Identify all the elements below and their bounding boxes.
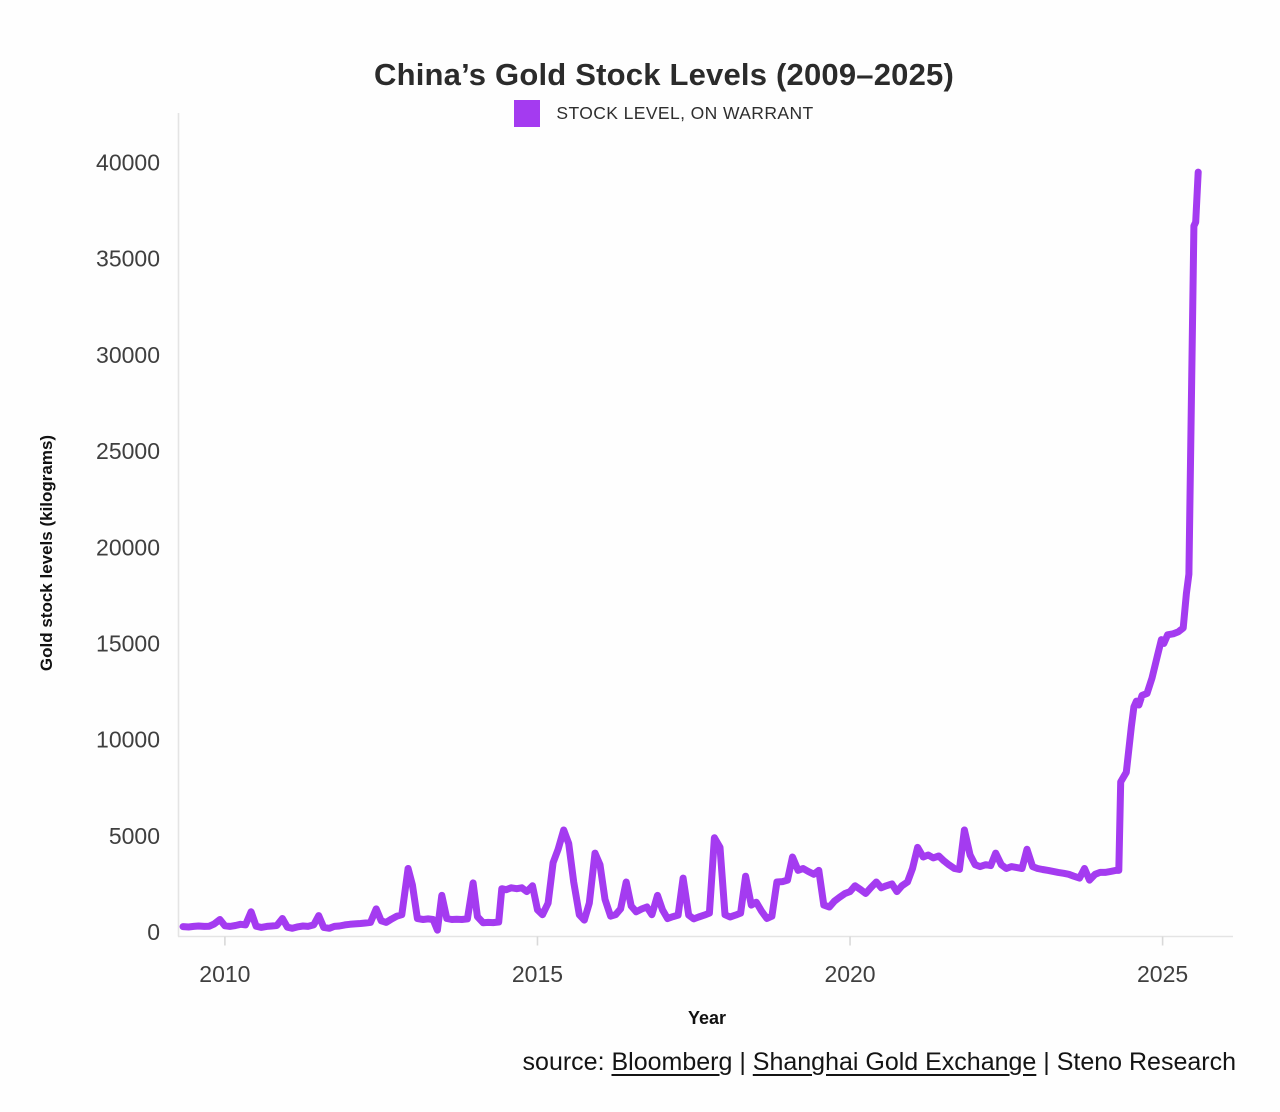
source-separator: | xyxy=(732,1048,753,1076)
y-tick-label: 25000 xyxy=(96,438,160,464)
x-tick-label: 2020 xyxy=(824,961,875,987)
y-tick-label: 20000 xyxy=(96,534,160,560)
legend-label: STOCK LEVEL, ON WARRANT xyxy=(556,103,814,123)
y-tick-label: 10000 xyxy=(96,727,160,753)
chart-title: China’s Gold Stock Levels (2009–2025) xyxy=(373,56,954,92)
y-tick-label: 35000 xyxy=(96,246,160,272)
x-tick-label: 2015 xyxy=(512,961,563,987)
x-axis-title: Year xyxy=(687,1008,727,1028)
y-tick-label: 0 xyxy=(147,919,160,945)
y-tick-label: 15000 xyxy=(96,630,160,656)
x-tick-label: 2025 xyxy=(1137,961,1188,987)
stock-level-line xyxy=(179,168,1202,934)
y-tick-label: 40000 xyxy=(96,150,160,176)
legend: STOCK LEVEL, ON WARRANT xyxy=(24,100,1280,127)
source-suffix: | Steno Research xyxy=(1036,1048,1236,1076)
legend-swatch-icon xyxy=(514,100,541,127)
source-prefix: source: xyxy=(522,1048,612,1076)
y-tick-label: 5000 xyxy=(109,823,160,849)
source-line: source: Bloomberg | Shanghai Gold Exchan… xyxy=(523,1048,1236,1077)
y-tick-label: 30000 xyxy=(96,342,160,368)
source-link-shanghai-gold-exchange[interactable]: Shanghai Gold Exchange xyxy=(752,1048,1037,1076)
x-tick-label: 2010 xyxy=(199,961,250,987)
source-link-bloomberg[interactable]: Bloomberg xyxy=(611,1048,733,1076)
